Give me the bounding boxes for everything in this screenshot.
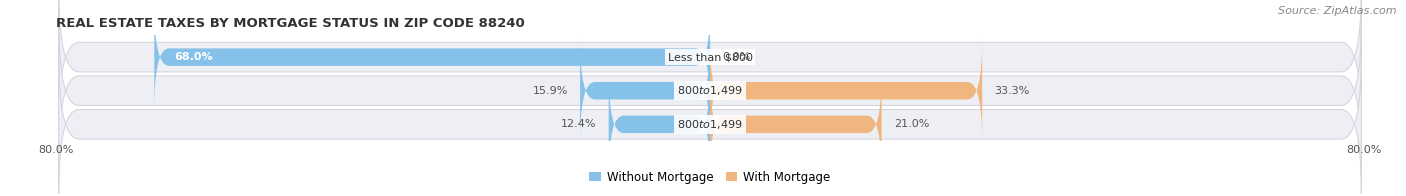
FancyBboxPatch shape xyxy=(59,0,1361,126)
FancyBboxPatch shape xyxy=(155,5,710,109)
Text: $800 to $1,499: $800 to $1,499 xyxy=(678,84,742,97)
FancyBboxPatch shape xyxy=(710,39,983,142)
FancyBboxPatch shape xyxy=(710,73,882,176)
FancyBboxPatch shape xyxy=(581,39,710,142)
Text: 12.4%: 12.4% xyxy=(561,119,596,129)
FancyBboxPatch shape xyxy=(609,73,710,176)
Text: $800 to $1,499: $800 to $1,499 xyxy=(678,118,742,131)
Text: 33.3%: 33.3% xyxy=(994,86,1029,96)
FancyBboxPatch shape xyxy=(59,55,1361,193)
Text: 15.9%: 15.9% xyxy=(533,86,568,96)
Text: 21.0%: 21.0% xyxy=(894,119,929,129)
Text: 0.0%: 0.0% xyxy=(723,52,751,62)
Text: Source: ZipAtlas.com: Source: ZipAtlas.com xyxy=(1278,6,1396,16)
Text: REAL ESTATE TAXES BY MORTGAGE STATUS IN ZIP CODE 88240: REAL ESTATE TAXES BY MORTGAGE STATUS IN … xyxy=(56,17,524,30)
Text: 68.0%: 68.0% xyxy=(174,52,214,62)
Legend: Without Mortgage, With Mortgage: Without Mortgage, With Mortgage xyxy=(585,166,835,189)
Text: Less than $800: Less than $800 xyxy=(668,52,752,62)
FancyBboxPatch shape xyxy=(59,22,1361,160)
